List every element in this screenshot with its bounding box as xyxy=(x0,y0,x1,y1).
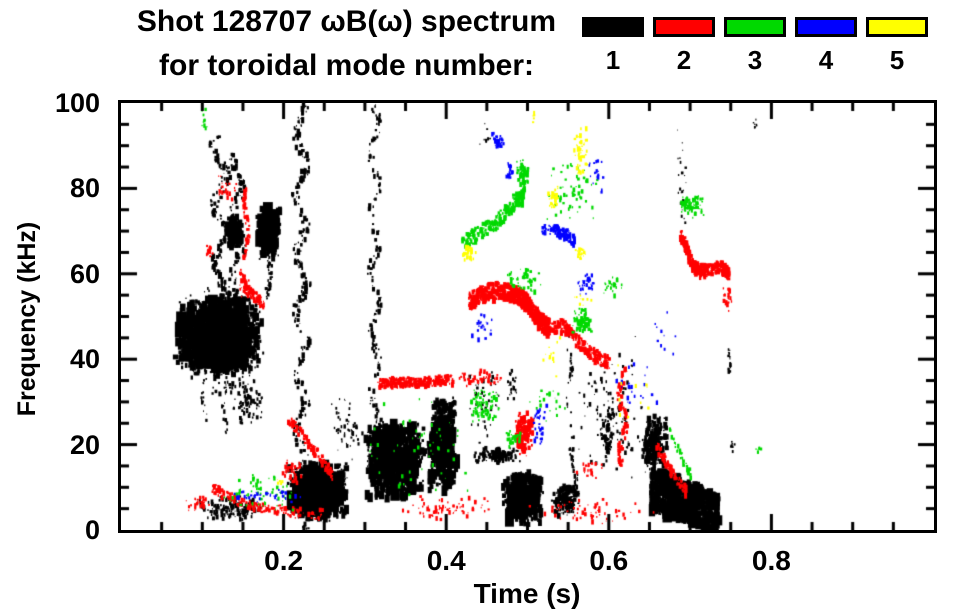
x-tick-label: 0.4 xyxy=(426,545,466,576)
y-tick-label: 100 xyxy=(54,88,100,118)
mode-number-label: 1 xyxy=(605,45,621,75)
y-tick-label: 80 xyxy=(69,173,100,204)
mode-number-label: 4 xyxy=(818,45,834,75)
legend-item-mode-2: 2 xyxy=(653,17,715,75)
legend-item-mode-1: 1 xyxy=(582,17,644,75)
spectrogram-canvas xyxy=(121,103,934,530)
y-tick-label: 40 xyxy=(69,344,100,375)
chart-title: Shot 128707 ωB(ω) spectrum xyxy=(136,5,557,38)
y-tick-label: 20 xyxy=(69,429,100,460)
chart-subtitle: for toroidal mode number: xyxy=(159,49,534,82)
legend-item-mode-3: 3 xyxy=(724,17,786,75)
mode-color-swatch xyxy=(795,17,857,37)
mode-color-swatch xyxy=(653,17,715,37)
x-axis-title: Time (s) xyxy=(473,578,581,609)
x-tick-label: 0.2 xyxy=(264,545,304,576)
x-tick-label: 0.6 xyxy=(589,545,629,576)
mode-number-label: 2 xyxy=(676,45,692,75)
mode-legend: 1 2 3 4 5 xyxy=(582,17,928,75)
y-tick-label: 0 xyxy=(84,515,100,545)
mode-number-label: 3 xyxy=(747,45,763,75)
y-axis-title: Frequency (kHz) xyxy=(13,221,41,417)
x-tick-label: 0.8 xyxy=(751,545,791,576)
plot-area xyxy=(118,100,937,533)
legend-item-mode-5: 5 xyxy=(866,17,928,75)
mode-color-swatch xyxy=(866,17,928,37)
mode-color-swatch xyxy=(724,17,786,37)
mode-number-label: 5 xyxy=(889,45,905,75)
y-tick-label: 60 xyxy=(69,258,100,289)
legend-item-mode-4: 4 xyxy=(795,17,857,75)
mode-color-swatch xyxy=(582,17,644,37)
